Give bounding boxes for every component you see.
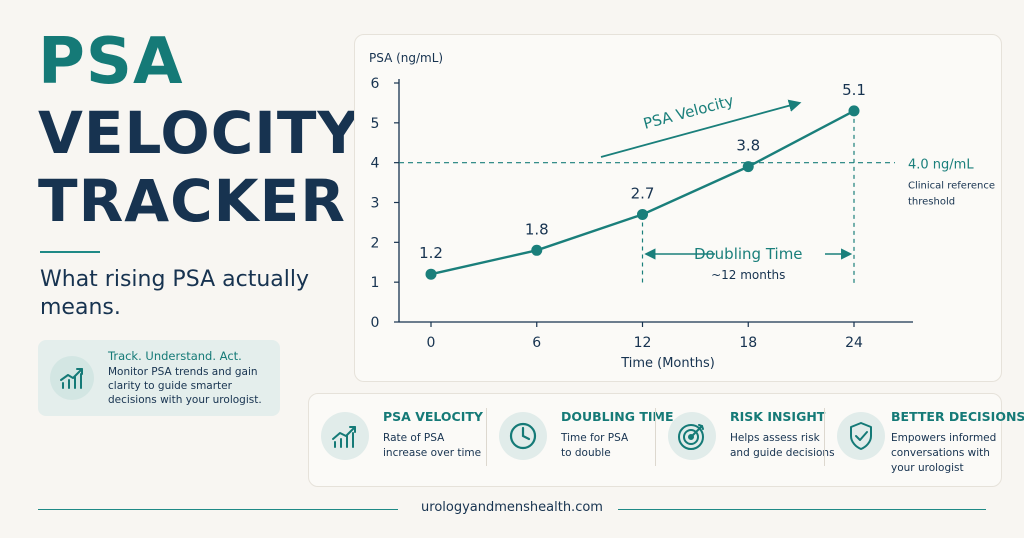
feature-doubling-time: DOUBLING TIME Time for PSA to double — [487, 394, 674, 488]
doubling-label: Doubling Time — [694, 245, 803, 263]
feature-risk-insight: RISK INSIGHT Helps assess risk and guide… — [656, 394, 835, 488]
feature-body: Helps assess risk and guide decisions — [730, 432, 835, 459]
trend-chart-icon — [50, 356, 94, 400]
trend-chart-icon — [321, 412, 369, 460]
data-point — [848, 105, 860, 117]
target-icon — [668, 412, 716, 460]
x-tick-label: 18 — [739, 335, 757, 351]
reference-value-label: 4.0 ng/mL — [908, 158, 974, 173]
feature-title: RISK INSIGHT — [730, 409, 826, 424]
feature-divider — [486, 408, 487, 466]
feature-better-decisions: BETTER DECISIONS Empowers informed conve… — [825, 394, 1024, 488]
y-tick-label: 6 — [371, 76, 380, 92]
data-point — [742, 161, 754, 173]
data-point — [425, 268, 437, 280]
y-tick-label: 4 — [371, 156, 380, 172]
title-line-psa: PSA — [38, 25, 184, 99]
feature-body: Empowers informed conversations with you… — [891, 432, 997, 474]
track-card-heading: Track. Understand. Act. — [108, 349, 242, 363]
title-line-velocity: VELOCITY — [38, 99, 361, 167]
x-tick-label: 0 — [427, 335, 436, 351]
y-tick-label: 3 — [371, 196, 380, 212]
feature-title: PSA VELOCITY — [383, 409, 483, 424]
y-tick-label: 2 — [371, 235, 380, 251]
feature-body: Time for PSA to double — [561, 432, 629, 459]
title-divider — [40, 251, 100, 253]
feature-psa-velocity: PSA VELOCITY Rate of PSA increase over t… — [309, 394, 485, 488]
feature-divider — [655, 408, 656, 466]
y-tick-label: 5 — [371, 116, 380, 132]
data-label: 3.8 — [736, 137, 760, 155]
x-tick-label: 24 — [845, 335, 863, 351]
footer-rule-left — [38, 509, 398, 510]
y-axis-title: PSA (ng/mL) — [369, 51, 443, 65]
y-tick-label: 1 — [371, 275, 380, 291]
clock-icon — [499, 412, 547, 460]
track-card-body: Monitor PSA trends and gain clarity to g… — [108, 366, 262, 406]
reference-note: threshold — [908, 197, 955, 208]
x-tick-label: 6 — [532, 335, 541, 351]
subtitle: What rising PSA actually means. — [40, 267, 309, 320]
doubling-sublabel: ~12 months — [711, 268, 785, 282]
chart-card: 0 1 2 3 4 5 6 0 6 12 18 24 PSA (ng/mL) Time (Months) 4… — [354, 34, 1002, 382]
features-strip: PSA VELOCITY Rate of PSA increase over t… — [308, 393, 1024, 488]
data-label: 1.2 — [419, 244, 443, 262]
data-point — [531, 244, 543, 256]
velocity-arrow — [600, 99, 802, 158]
velocity-label: PSA Velocity — [641, 91, 735, 132]
feature-title: DOUBLING TIME — [561, 409, 674, 424]
data-point — [637, 208, 648, 220]
feature-divider — [824, 408, 825, 466]
data-label: 2.7 — [631, 184, 655, 202]
feature-body: Rate of PSA increase over time — [383, 432, 482, 459]
data-label: 5.1 — [842, 81, 866, 99]
data-label: 1.8 — [525, 220, 549, 238]
title-line-tracker: TRACKER — [38, 167, 346, 235]
x-tick-label: 12 — [634, 335, 652, 351]
shield-check-icon — [837, 412, 885, 460]
y-tick-label: 0 — [371, 315, 380, 331]
footer-site-link[interactable]: urologyandmenshealth.com — [421, 500, 603, 515]
x-axis-title: Time (Months) — [620, 356, 715, 371]
feature-title: BETTER DECISIONS — [891, 409, 1024, 424]
reference-note: Clinical reference — [908, 181, 995, 192]
footer-rule-right — [618, 509, 986, 510]
track-card: Track. Understand. Act. Monitor PSA tren… — [38, 340, 280, 416]
